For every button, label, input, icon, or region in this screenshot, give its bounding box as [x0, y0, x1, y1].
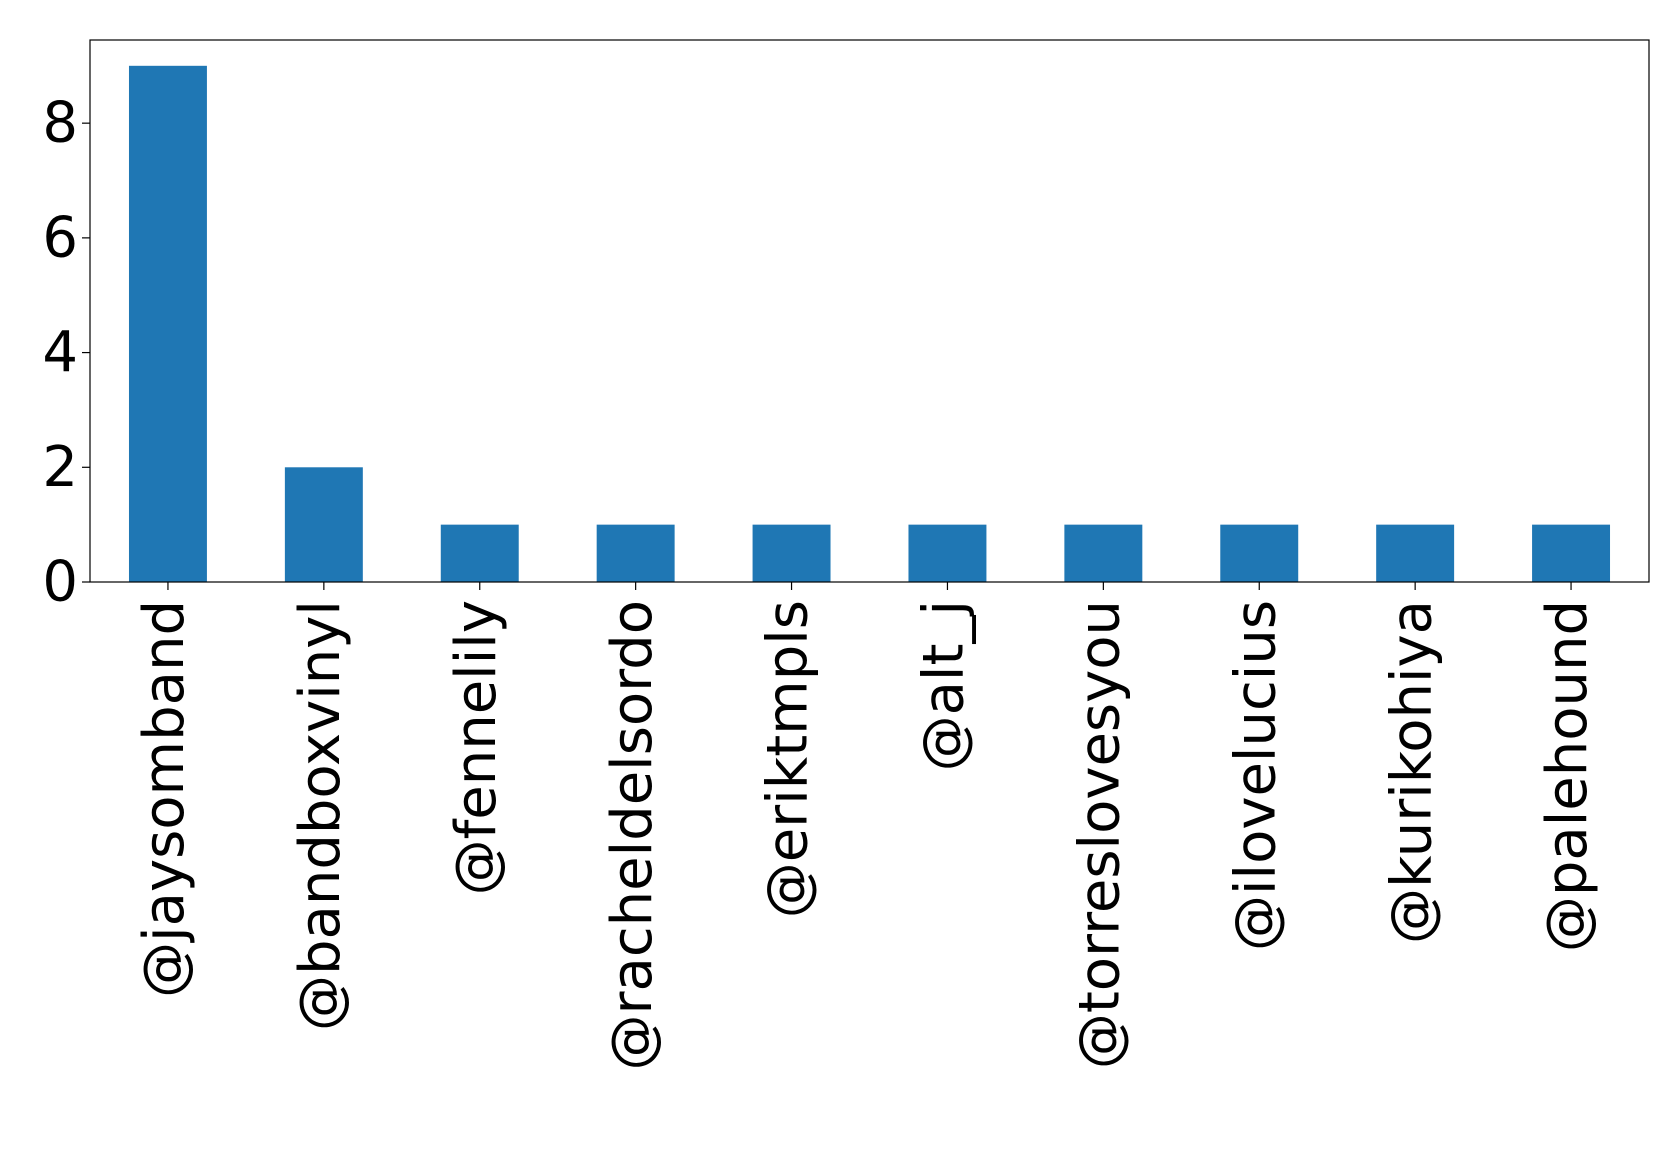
- bar-jaysomband: [128, 65, 207, 583]
- x-tick-label: @ilovelucius: [1223, 600, 1288, 951]
- x-tick-label: @palehound: [1535, 600, 1600, 952]
- x-axis: @jaysomband @bandboxvinyl @fennelily @rache…: [132, 582, 1600, 1070]
- x-tick-label: @alt_j: [912, 600, 977, 771]
- plot-frame: [89, 39, 1650, 583]
- bar-eriktmpls: [752, 524, 831, 582]
- bar-alt-j: [908, 524, 987, 582]
- y-tick-label: 6: [42, 205, 78, 270]
- bar-torreslovesyou: [1064, 524, 1143, 582]
- x-tick-label: @bandboxvinyl: [288, 600, 353, 1031]
- x-tick-label: @jaysomband: [132, 600, 197, 998]
- bar-racheldelsordo: [596, 524, 675, 582]
- x-tick-label: @fennelily: [444, 600, 509, 895]
- bar-kurikohiya: [1376, 524, 1455, 582]
- y-tick-label: 4: [42, 320, 78, 385]
- y-tick-label: 8: [42, 91, 78, 156]
- bars-group: [128, 65, 1611, 583]
- x-tick-label: @torreslovesyou: [1067, 600, 1132, 1069]
- bar-palehound: [1532, 524, 1611, 582]
- y-axis: 0 2 4 6 8: [42, 91, 90, 615]
- x-tick-label: @eriktmpls: [756, 600, 821, 918]
- x-tick-label: @kurikohiya: [1379, 600, 1444, 944]
- bar-ilovelucius: [1220, 524, 1299, 582]
- y-tick-label: 0: [42, 550, 78, 615]
- bar-bandboxvinyl: [284, 467, 363, 582]
- bar-fennelily: [440, 524, 519, 582]
- x-tick-label: @racheldelsordo: [600, 600, 665, 1070]
- y-tick-label: 2: [42, 435, 78, 500]
